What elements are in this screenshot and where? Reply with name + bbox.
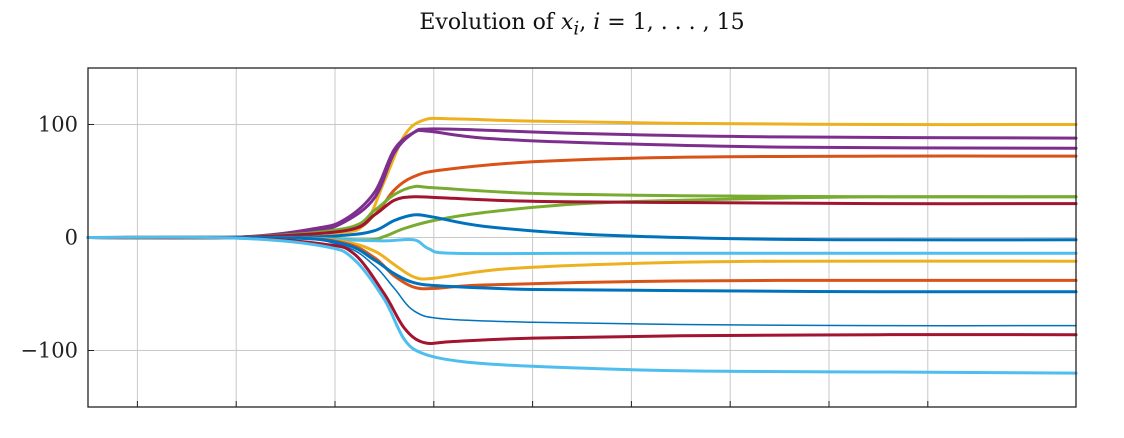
y-tick-label-1: 0 bbox=[65, 226, 78, 250]
chart-title-range-var: i bbox=[593, 10, 601, 35]
y-tick-labels: 100 0 −100 bbox=[20, 113, 78, 363]
plot-frame bbox=[87, 67, 1077, 408]
series-line-15 bbox=[86, 235, 1078, 375]
chart-title-sep: , bbox=[579, 10, 594, 35]
series-line-12 bbox=[86, 235, 1078, 294]
series-line-8 bbox=[86, 213, 1078, 242]
series-line-3 bbox=[86, 128, 1078, 240]
y-tick-label-0: 100 bbox=[38, 113, 78, 137]
chart-title-var: x bbox=[560, 10, 574, 35]
y-tick-label-2: −100 bbox=[20, 339, 78, 363]
series-lines bbox=[86, 116, 1078, 375]
chart-title: Evolution of xi, i = 1, . . . , 15 bbox=[0, 10, 1124, 39]
chart-title-prefix: Evolution of bbox=[419, 10, 561, 35]
series-line-13 bbox=[87, 236, 1077, 327]
chart-title-sub: i bbox=[573, 18, 580, 40]
series-line-7 bbox=[86, 195, 1078, 240]
chart-title-range-rest: = 1, . . . , 15 bbox=[600, 10, 745, 35]
